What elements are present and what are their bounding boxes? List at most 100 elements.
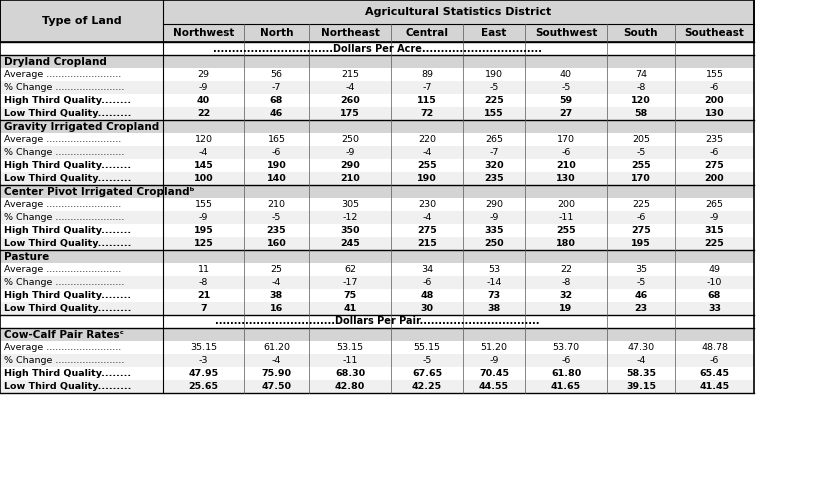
Text: Northwest: Northwest	[173, 28, 234, 38]
Text: -14: -14	[486, 278, 502, 287]
Text: East: East	[481, 28, 507, 38]
Bar	[0, 380, 754, 393]
Bar	[0, 237, 754, 250]
Text: 195: 195	[631, 239, 651, 248]
Text: -5: -5	[272, 213, 282, 222]
Bar	[0, 159, 754, 172]
Text: 350: 350	[340, 226, 360, 235]
Text: -9: -9	[710, 213, 719, 222]
Text: 205: 205	[632, 135, 650, 144]
Text: 170: 170	[557, 135, 575, 144]
Bar	[0, 68, 754, 81]
Text: Gravity Irrigated Cropland: Gravity Irrigated Cropland	[4, 122, 159, 131]
Text: Southwest: Southwest	[534, 28, 597, 38]
Text: 61.20: 61.20	[263, 343, 290, 352]
Bar	[0, 211, 754, 224]
Text: 44.55: 44.55	[479, 382, 509, 391]
Bar	[525, 24, 607, 42]
Text: -9: -9	[490, 213, 499, 222]
Text: -12: -12	[343, 213, 357, 222]
Text: 210: 210	[268, 200, 286, 209]
Text: 265: 265	[706, 200, 724, 209]
Bar	[675, 24, 754, 42]
Text: High Third Quality........: High Third Quality........	[4, 161, 131, 170]
Text: 210: 210	[340, 174, 360, 183]
Text: Agricultural Statistics District: Agricultural Statistics District	[366, 7, 552, 17]
Text: 41: 41	[344, 304, 357, 313]
Text: 255: 255	[417, 161, 437, 170]
Text: -4: -4	[423, 213, 432, 222]
Text: 235: 235	[267, 226, 286, 235]
Text: North: North	[259, 28, 293, 38]
Text: 190: 190	[267, 161, 286, 170]
Text: 100: 100	[193, 174, 213, 183]
Bar	[0, 0, 754, 42]
Text: -6: -6	[710, 83, 719, 92]
Text: 40: 40	[560, 70, 572, 79]
Text: 74: 74	[635, 70, 647, 79]
Text: 41.45: 41.45	[699, 382, 730, 391]
Text: 140: 140	[267, 174, 286, 183]
Text: 51.20: 51.20	[481, 343, 508, 352]
Text: -4: -4	[199, 148, 208, 157]
Bar	[163, 0, 754, 24]
Bar	[391, 24, 463, 42]
Bar	[244, 24, 309, 42]
Text: 42.25: 42.25	[412, 382, 442, 391]
Bar	[0, 172, 754, 185]
Text: 47.95: 47.95	[188, 369, 219, 378]
Text: 53.70: 53.70	[552, 343, 579, 352]
Text: 130: 130	[705, 109, 725, 118]
Text: 68: 68	[270, 96, 283, 105]
Text: 75: 75	[344, 291, 357, 300]
Text: 255: 255	[557, 226, 576, 235]
Text: 39.15: 39.15	[626, 382, 656, 391]
Text: High Third Quality........: High Third Quality........	[4, 226, 131, 235]
Text: Average .........................: Average .........................	[4, 265, 122, 274]
Text: 315: 315	[705, 226, 725, 235]
Text: Low Third Quality.........: Low Third Quality.........	[4, 174, 131, 183]
Text: 170: 170	[631, 174, 651, 183]
Text: -6: -6	[710, 148, 719, 157]
Text: Center Pivot Irrigated Croplandᵇ: Center Pivot Irrigated Croplandᵇ	[4, 186, 194, 196]
Text: Low Third Quality.........: Low Third Quality.........	[4, 109, 131, 118]
Text: 130: 130	[557, 174, 576, 183]
Bar	[0, 107, 754, 120]
Text: 47.50: 47.50	[261, 382, 291, 391]
Text: Cow-Calf Pair Ratesᶜ: Cow-Calf Pair Ratesᶜ	[4, 330, 124, 340]
Text: 190: 190	[485, 70, 503, 79]
Text: -11: -11	[558, 213, 574, 222]
Text: 22: 22	[197, 109, 211, 118]
Text: 250: 250	[484, 239, 503, 248]
Text: High Third Quality........: High Third Quality........	[4, 96, 131, 105]
Bar	[0, 250, 754, 263]
Text: 23: 23	[634, 304, 648, 313]
Text: ................................Dollars Per Acre................................: ................................Dollars …	[212, 44, 542, 54]
Text: 47.30: 47.30	[628, 343, 654, 352]
Bar	[0, 289, 754, 302]
Text: -5: -5	[636, 148, 645, 157]
Bar	[0, 263, 754, 276]
Text: 21: 21	[197, 291, 211, 300]
Text: 30: 30	[420, 304, 433, 313]
Text: 275: 275	[631, 226, 651, 235]
Text: 72: 72	[420, 109, 433, 118]
Text: 19: 19	[560, 304, 573, 313]
Text: 59: 59	[560, 96, 573, 105]
Text: 160: 160	[267, 239, 286, 248]
Text: 320: 320	[484, 161, 503, 170]
Text: -6: -6	[272, 148, 282, 157]
Text: 120: 120	[194, 135, 212, 144]
Bar	[0, 55, 754, 68]
Text: -6: -6	[710, 356, 719, 365]
Text: Average .........................: Average .........................	[4, 343, 122, 352]
Text: 305: 305	[341, 200, 359, 209]
Text: -8: -8	[199, 278, 208, 287]
Text: 225: 225	[632, 200, 650, 209]
Text: 89: 89	[421, 70, 433, 79]
Text: 32: 32	[560, 291, 573, 300]
Text: Average .........................: Average .........................	[4, 200, 122, 209]
Text: 260: 260	[340, 96, 360, 105]
Bar	[163, 24, 244, 42]
Text: 180: 180	[556, 239, 576, 248]
